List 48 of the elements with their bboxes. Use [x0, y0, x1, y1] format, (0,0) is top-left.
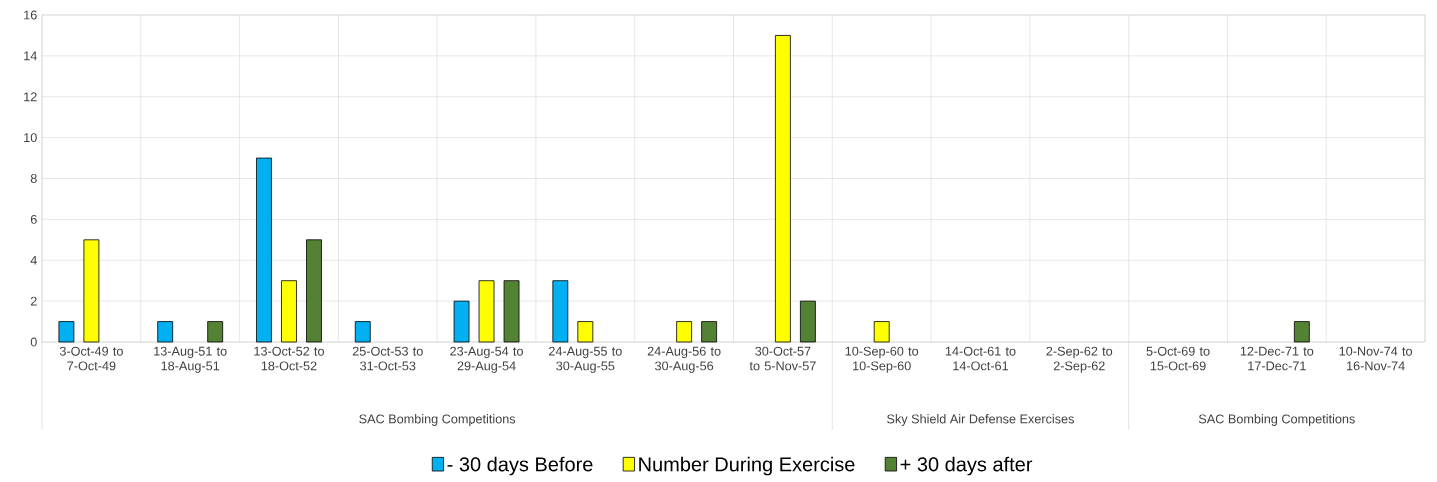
x-tick-label: 10-Nov-74 to 16-Nov-74 [1339, 346, 1413, 371]
legend-label: + 30 days after [900, 456, 1033, 476]
y-tick-label: 10 [24, 133, 37, 143]
y-tick-label: 8 [30, 174, 37, 183]
x-tick-label: 2-Sep-62 to 2-Sep-62 [1046, 346, 1113, 373]
y-tick-label: 4 [30, 255, 37, 265]
x-tick-label: 10-Sep-60 to 10-Sep-60 [845, 346, 919, 373]
bar [1293, 321, 1310, 343]
y-tick-label: 6 [30, 214, 37, 224]
bar [478, 280, 495, 343]
bar [354, 321, 371, 343]
x-tick-label: 24-Aug-55 to 30-Aug-55 [548, 346, 622, 373]
x-tick-label: 13-Oct-52 to 18-Oct-52 [254, 346, 324, 371]
bar [775, 35, 791, 343]
bar [552, 280, 569, 343]
y-tick-label: 0 [30, 337, 37, 347]
bar [256, 157, 272, 343]
y-tick-label: 14 [24, 51, 37, 61]
bar [83, 239, 100, 343]
bar [306, 239, 322, 343]
bar [157, 321, 174, 343]
y-tick-label: 16 [24, 10, 37, 20]
y-tick-label: 2 [30, 296, 37, 306]
bar [503, 280, 520, 343]
text: SAC Bombing Competitions [1198, 414, 1355, 426]
text: Sky Shield Air Defense Exercises [887, 414, 1074, 426]
bar [676, 321, 693, 343]
bar [207, 321, 224, 343]
x-tick-label: 24-Aug-56 to 30-Aug-56 [647, 346, 721, 373]
bar [58, 321, 75, 343]
bar [281, 280, 297, 343]
text: SAC Bombing Competitions [359, 414, 516, 426]
bar [577, 321, 594, 343]
x-tick-label: 13-Aug-51 to 18-Aug-51 [154, 346, 227, 373]
x-tick-label: 25-Oct-53 to 31-Oct-53 [352, 346, 423, 371]
x-tick-label: 5-Oct-69 to 15-Oct-69 [1146, 346, 1210, 371]
legend-label: Number During Exercise [639, 456, 855, 476]
bar [701, 321, 718, 343]
x-tick-label: 3-Oct-49 to 7-Oct-49 [59, 346, 123, 371]
x-tick-label: 30-Oct-57 to 5-Nov-57 [749, 346, 816, 371]
y-tick-label: 12 [24, 92, 37, 102]
bar [873, 321, 890, 343]
bar [453, 300, 470, 343]
bar [800, 300, 816, 343]
legend-label: - 30 days Before [447, 456, 593, 476]
x-tick-label: 14-Oct-61 to 14-Oct-61 [945, 346, 1016, 371]
x-tick-label: 23-Aug-54 to 29-Aug-54 [450, 346, 523, 373]
x-tick-label: 12-Dec-71 to 17-Dec-71 [1240, 346, 1314, 371]
